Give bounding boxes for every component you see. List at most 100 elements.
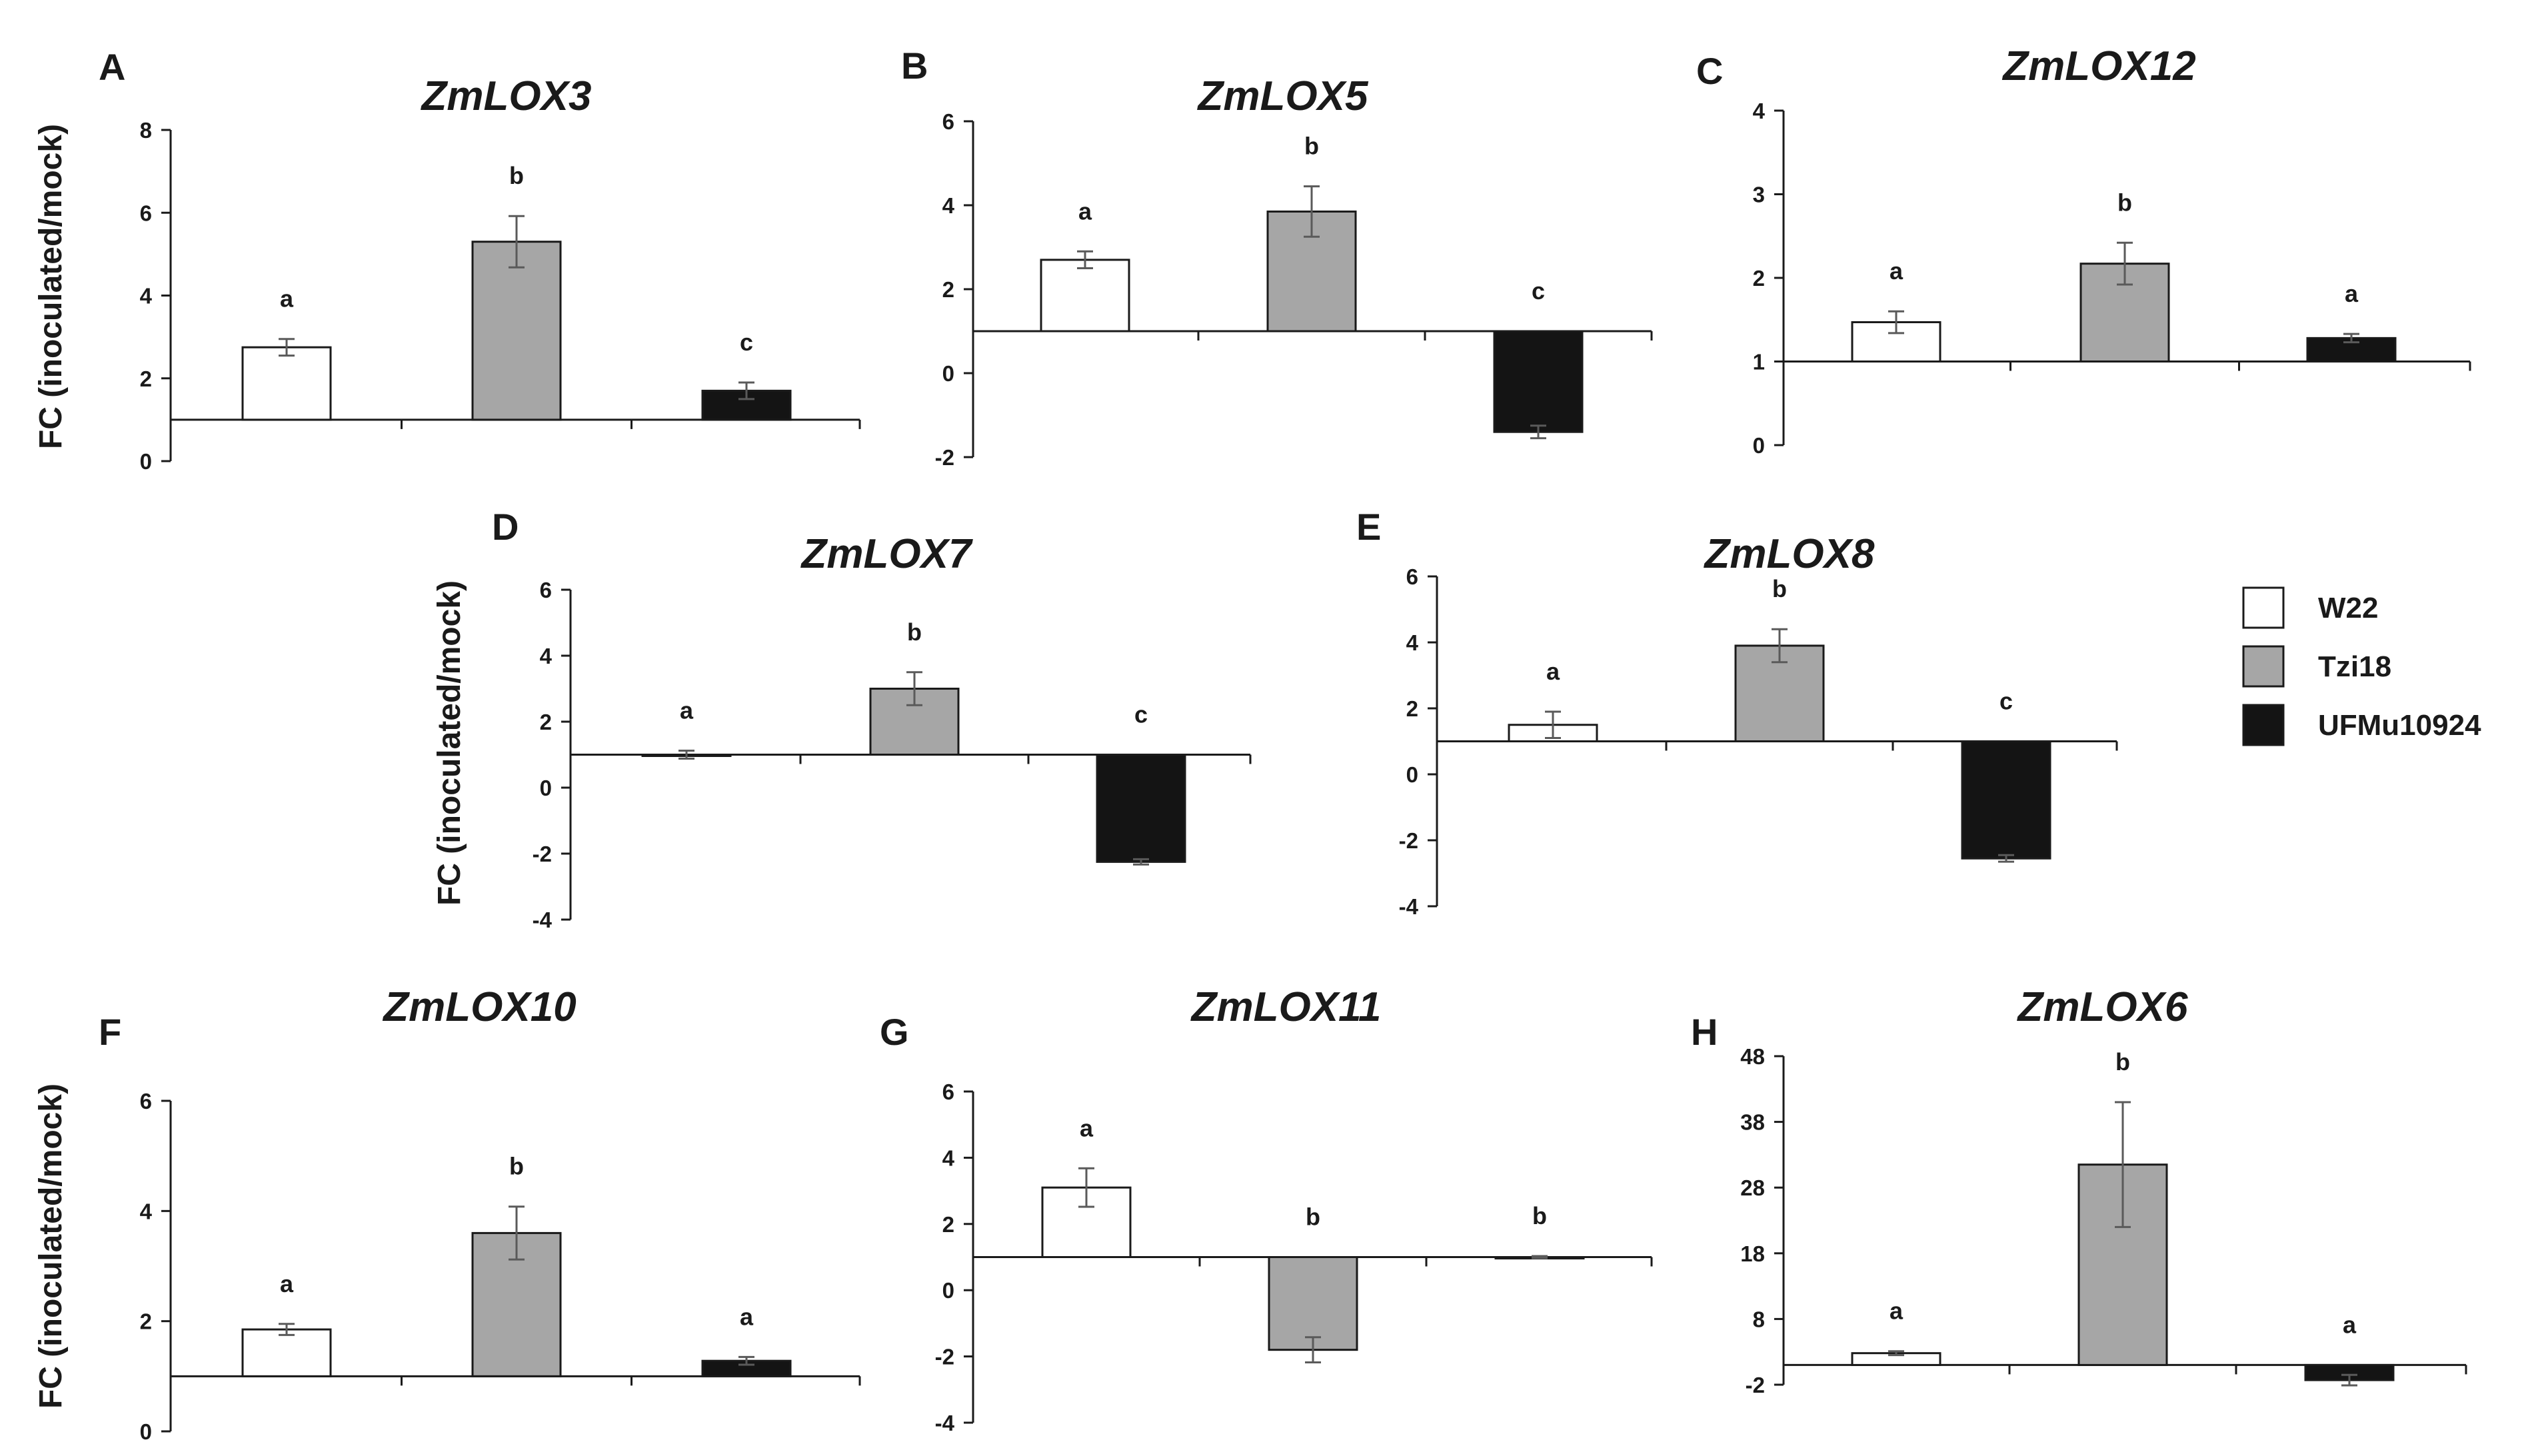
y-tick-label: 3	[1753, 183, 1765, 207]
legend-label: Tzi18	[2318, 650, 2391, 683]
legend-swatch	[2242, 704, 2285, 746]
bar-ufmu10924	[1493, 330, 1584, 433]
error-bar	[1133, 858, 1149, 866]
y-tick-label: 4	[140, 1199, 153, 1223]
significance-letter: c	[740, 329, 753, 356]
error-bar	[1545, 710, 1561, 740]
y-tick-label: 0	[1406, 762, 1418, 787]
y-tick-label: 6	[540, 578, 552, 602]
chart-title: ZmLOX12	[2001, 43, 2195, 89]
significance-letter: a	[680, 697, 694, 724]
y-tick-label: -2	[935, 445, 954, 470]
significance-letter: a	[1890, 257, 1903, 285]
error-bar	[1304, 185, 1320, 238]
chart-title: ZmLOX6	[2017, 984, 2188, 1030]
y-tick-label: 0	[140, 1419, 152, 1444]
significance-letter: c	[1532, 277, 1545, 305]
panel-letter: F	[99, 1011, 121, 1053]
chart-panel-c: C ZmLOX12 0 1 2 3 4 a b a	[1696, 43, 2471, 458]
y-tick-label: 0	[140, 449, 152, 474]
error-bar	[2115, 1101, 2131, 1228]
significance-letter: a	[280, 285, 294, 313]
y-tick-label: 1	[1753, 350, 1765, 374]
y-axis-label: FC (inoculated/mock)	[432, 580, 467, 906]
y-tick-label: 8	[1753, 1307, 1765, 1331]
y-tick-label: 2	[140, 366, 152, 391]
y-tick-label: 8	[140, 118, 152, 143]
error-bar	[1888, 310, 1904, 335]
legend-swatch	[2242, 586, 2285, 629]
significance-letter: a	[740, 1303, 754, 1330]
chart-panel-h: H ZmLOX6 -2 8 18 28 38 48 a b a	[1691, 984, 2467, 1397]
chart-title: ZmLOX8	[1704, 531, 1875, 577]
error-bar	[1077, 250, 1093, 269]
error-bar	[1532, 1255, 1548, 1259]
y-tick-label: 0	[1753, 433, 1765, 458]
legend-swatch	[2242, 645, 2285, 688]
legend: W22 Tzi18 UFMu10924	[2242, 586, 2481, 746]
y-tick-label: 2	[942, 277, 954, 302]
error-bar	[1305, 1336, 1321, 1364]
bar-ufmu10924	[701, 389, 792, 421]
legend-item-w22: W22	[2242, 586, 2378, 629]
y-tick-label: 2	[1753, 266, 1765, 291]
y-tick-label: 28	[1740, 1175, 1765, 1200]
y-tick-label: 4	[1753, 99, 1766, 123]
significance-letter: b	[509, 1153, 524, 1180]
bar-w22	[1040, 259, 1130, 333]
y-tick-label: 4	[942, 1145, 955, 1170]
chart-panel-b: B ZmLOX5 -2 0 2 4 6 a b c	[901, 45, 1653, 470]
significance-letter: b	[509, 162, 524, 189]
error-bar	[906, 671, 922, 706]
chart-title: ZmLOX5	[1197, 73, 1369, 119]
significance-letter: b	[1304, 133, 1319, 160]
y-tick-label: -4	[533, 908, 553, 932]
bar-w22	[1851, 321, 1941, 363]
chart-title: ZmLOX11	[1190, 984, 1382, 1030]
significance-letter: a	[2345, 280, 2359, 307]
y-tick-label: 2	[540, 710, 552, 734]
y-tick-label: -4	[935, 1411, 955, 1435]
chart-panel-a: A ZmLOX3 0 2 4 6 8 a b c	[99, 46, 861, 474]
y-tick-label: -2	[935, 1345, 954, 1369]
error-bar	[509, 215, 525, 269]
legend-label: W22	[2318, 592, 2378, 624]
y-tick-label: 6	[942, 1080, 954, 1104]
error-bar	[2343, 333, 2359, 344]
error-bar	[279, 338, 295, 357]
bar-tzi18	[471, 1231, 562, 1377]
significance-letter: a	[1546, 658, 1560, 685]
y-tick-label: 2	[942, 1212, 954, 1237]
bar-ufmu10924	[1961, 740, 2051, 860]
error-bar	[738, 1355, 754, 1366]
y-tick-label: 6	[140, 1089, 152, 1113]
y-tick-label: 0	[540, 776, 552, 800]
y-tick-label: 0	[942, 1278, 954, 1303]
bar-ufmu10924	[1096, 754, 1186, 863]
chart-panel-f: F ZmLOX10 0 2 4 6 a b a	[99, 984, 861, 1444]
panel-letter: B	[901, 45, 928, 87]
y-tick-label: -2	[533, 842, 552, 866]
bar-tzi18	[2077, 1163, 2168, 1366]
error-bar	[1078, 1167, 1094, 1208]
error-bar	[1772, 628, 1788, 664]
y-tick-label: 48	[1740, 1044, 1765, 1069]
significance-letter: a	[1078, 197, 1092, 225]
y-tick-label: 2	[140, 1309, 152, 1334]
significance-letter: b	[1772, 575, 1787, 602]
y-tick-label: -2	[1746, 1373, 1765, 1397]
chart-panel-e: E ZmLOX8 -4 -2 0 2 4 6 a b c	[1356, 506, 2118, 919]
y-tick-label: 6	[1406, 564, 1418, 589]
legend-label: UFMu10924	[2318, 709, 2481, 742]
legend-item-tzi18: Tzi18	[2242, 645, 2391, 688]
y-tick-label: -4	[1399, 894, 1419, 919]
error-bar	[2341, 1373, 2357, 1387]
y-axis-label: FC (inoculated/mock)	[33, 124, 69, 449]
significance-letter: c	[1999, 688, 2013, 715]
panel-letter: H	[1691, 1011, 1718, 1053]
significance-letter: a	[1890, 1297, 1903, 1325]
significance-letter: a	[2343, 1311, 2357, 1338]
bar-w22	[241, 1328, 332, 1377]
significance-letter: c	[1134, 701, 1148, 728]
